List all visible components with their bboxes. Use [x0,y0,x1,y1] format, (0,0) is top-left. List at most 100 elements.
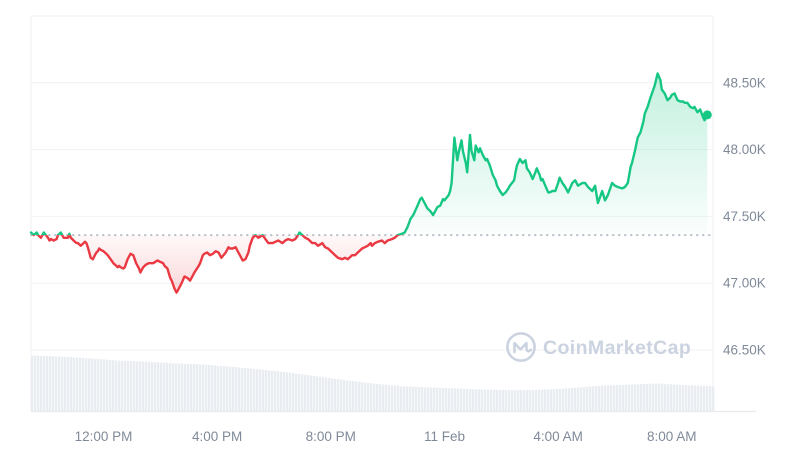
volume-bar [244,368,247,412]
volume-bar [634,384,637,412]
gain-area-fill [31,73,708,236]
volume-bar [625,384,628,412]
volume-bar [439,387,442,412]
volume-bar [202,364,205,412]
volume-bar [679,384,682,412]
volume-bar [631,384,634,412]
volume-bar [88,358,91,412]
volume-bar [205,364,208,412]
volume-bar [685,385,688,412]
volume-bar [61,356,64,412]
volume-bar [199,364,202,412]
volume-bar [112,360,115,412]
volume-bar [688,385,691,412]
volume-bar [82,357,85,412]
x-tick-label: 4:00 AM [533,429,583,444]
volume-bar [616,385,619,412]
volume-bar [694,385,697,412]
volume-bar [277,371,280,412]
volume-bar [49,356,52,412]
volume-bar [472,389,475,412]
x-tick-label: 12:00 PM [75,429,133,444]
volume-bar [475,389,478,412]
volume-bar [508,390,511,412]
volume-bar [334,378,337,412]
volume-bar [97,359,100,412]
volume-bar [46,356,49,412]
volume-bar [535,389,538,412]
volume-bar [406,386,409,412]
x-axis-labels: 12:00 PM 4:00 PM 8:00 PM 11 Feb 4:00 AM 8:00 … [75,429,697,444]
volume-bar [37,355,40,412]
volume-bar [139,361,142,412]
volume-bar [643,384,646,412]
volume-bar [157,362,160,412]
volume-bar [682,385,685,412]
volume-bar [274,371,277,412]
loss-area-fill [38,235,398,293]
volume-bar [316,376,319,412]
volume-bar [394,385,397,412]
volume-bar [496,389,499,412]
volume-bar [319,376,322,412]
volume-bar [664,383,667,412]
volume-bar [547,389,550,412]
volume-bar [658,383,661,412]
volume-bar [367,382,370,412]
volume-bar [283,371,286,412]
volume-bar [499,389,502,412]
volume-bar [310,375,313,412]
volume-bar [661,383,664,412]
volume-bar [553,389,556,412]
volume-bar [184,363,187,412]
volume-bar [463,388,466,412]
volume-bar [574,387,577,412]
y-tick-label: 47.50K [723,209,766,224]
volume-bar [79,357,82,412]
volume-bar [568,388,571,412]
volume-bar [604,385,607,412]
volume-bar [523,390,526,412]
volume-bar [58,356,61,412]
volume-bar [133,361,136,412]
volume-bar [514,390,517,412]
volume-bar [346,380,349,412]
volume-bar [211,365,214,412]
volume-bar [556,388,559,412]
volume-bar [610,385,613,412]
volume-bar [409,386,412,412]
last-price-dot [702,110,712,120]
volume-bar [577,387,580,412]
volume-bar [43,355,46,412]
volume-bar [373,383,376,412]
volume-bar [613,385,616,412]
volume-bar [307,375,310,412]
volume-bar [313,375,316,412]
volume-bar [598,385,601,412]
volume-bar [370,383,373,412]
volume-bar [187,363,190,412]
volume-bar [544,389,547,412]
volume-bar [286,372,289,412]
y-tick-label: 48.00K [723,142,766,157]
price-line-up [29,72,709,236]
volume-bar [403,386,406,412]
volume-bar [355,381,358,412]
volume-bar [301,374,304,412]
volume-bar [505,390,508,412]
volume-bar [337,379,340,412]
volume-bar [280,371,283,412]
volume-bar [223,366,226,412]
volume-bar [628,384,631,412]
volume-bar [298,373,301,412]
volume-bar [130,361,133,412]
volume-bar [607,385,610,412]
volume-bar [352,381,355,412]
volume-bar [442,387,445,412]
volume-bar [646,383,649,412]
volume-bar [124,360,127,412]
volume-bar [706,386,709,412]
y-tick-label: 46.50K [723,343,766,358]
